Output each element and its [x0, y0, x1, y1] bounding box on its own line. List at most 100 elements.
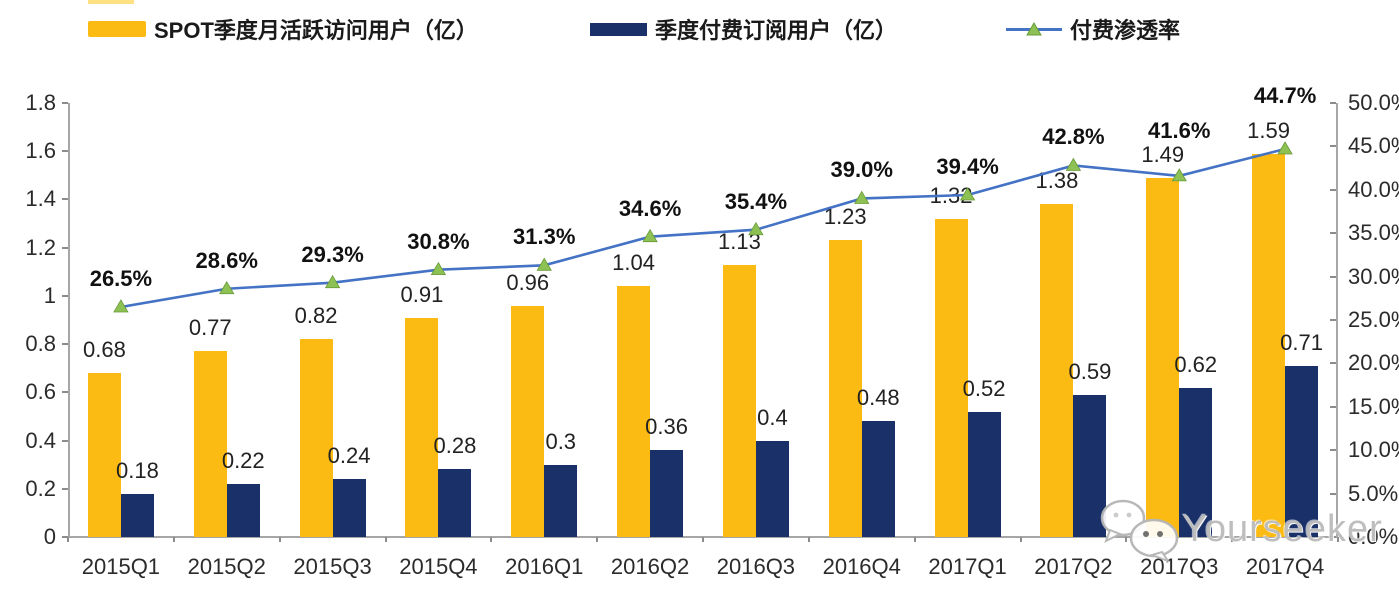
right-axis-tick — [1330, 145, 1336, 148]
left-axis-tick — [62, 246, 68, 249]
bar-mau — [405, 317, 439, 537]
x-axis-category-label: 2017Q3 — [1140, 554, 1219, 579]
left-axis-tick-label: 0.6 — [25, 379, 56, 405]
penetration-value-label: 28.6% — [195, 247, 258, 273]
bar-label-subscribers: 0.22 — [221, 447, 265, 473]
watermark-text: Yourseeker — [1182, 507, 1383, 550]
left-axis-tick — [62, 343, 68, 346]
watermark: Yourseeker — [1096, 496, 1383, 562]
x-axis-category-label: 2015Q4 — [399, 554, 478, 579]
cropped-edge-artifact — [88, 0, 134, 4]
left-axis-tick-label: 1.6 — [25, 138, 56, 164]
penetration-value-label: 42.8% — [1042, 124, 1105, 150]
right-axis-tick — [1330, 275, 1336, 278]
x-axis-category-label: 2015Q1 — [81, 554, 161, 579]
left-axis-tick-label: 1 — [43, 282, 56, 308]
left-axis-tick — [62, 439, 68, 442]
bar-subscribers — [226, 483, 260, 537]
legend-label-penetration: 付费渗透率 — [1070, 18, 1181, 43]
bar-label-subscribers: 0.62 — [1174, 351, 1218, 377]
bar-subscribers — [650, 450, 684, 537]
penetration-marker-icon — [642, 228, 658, 243]
penetration-value-label: 30.8% — [407, 228, 470, 254]
legend-triangle-marker-icon — [1026, 21, 1042, 35]
bar-label-subscribers: 0.18 — [115, 457, 159, 483]
x-axis-tick — [1125, 537, 1128, 542]
x-axis-tick — [384, 537, 387, 542]
penetration-marker-icon — [219, 280, 235, 295]
right-axis-tick-label: 45.0% — [1348, 133, 1399, 159]
right-axis-tick — [1330, 188, 1336, 191]
right-axis-tick-label: 35.0% — [1348, 220, 1399, 246]
penetration-marker-icon — [113, 299, 129, 313]
right-axis-tick-label: 15.0% — [1348, 393, 1399, 419]
bar-subscribers — [861, 421, 895, 537]
bar-subscribers — [1179, 387, 1213, 537]
left-axis-tick — [62, 198, 68, 201]
bar-label-mau: 1.38 — [1035, 168, 1079, 194]
bar-label-mau: 0.91 — [400, 281, 444, 307]
right-axis-tick — [1330, 492, 1336, 495]
right-axis-tick — [1330, 232, 1336, 235]
right-axis-tick-label: 10.0% — [1348, 437, 1399, 463]
left-axis-tick-label: 0 — [43, 524, 56, 549]
penetration-marker-icon — [854, 190, 870, 204]
bar-label-mau: 1.23 — [823, 204, 867, 230]
penetration-value-label: 29.3% — [301, 241, 364, 267]
legend-item-penetration: 付费渗透率 — [1006, 13, 1180, 45]
legend-item-mau: SPOT季度月活跃访问用户（亿） — [88, 13, 478, 45]
legend-line-sample — [1006, 21, 1062, 35]
left-axis-tick-label: 1.2 — [25, 234, 56, 260]
bar-label-subscribers: 0.36 — [645, 414, 688, 440]
left-axis-tick-label: 1.8 — [25, 90, 56, 115]
x-axis-category-label: 2016Q3 — [716, 554, 796, 579]
bar-mau — [87, 373, 121, 537]
bar-label-mau: 1.59 — [1247, 117, 1290, 143]
bar-subscribers — [120, 493, 154, 537]
bar-label-subscribers: 0.71 — [1280, 329, 1323, 355]
x-axis-category-label: 2016Q1 — [505, 554, 584, 579]
right-axis-tick-label: 25.0% — [1348, 307, 1399, 332]
bar-label-subscribers: 0.3 — [545, 428, 577, 454]
x-axis-tick — [913, 537, 916, 542]
x-axis-category-label: 2015Q3 — [293, 554, 372, 579]
penetration-marker-icon — [324, 274, 341, 289]
bar-label-subscribers: 0.28 — [433, 433, 477, 459]
penetration-marker-icon — [1277, 141, 1293, 155]
penetration-value-label: 31.3% — [513, 224, 576, 250]
legend-label-mau: SPOT季度月活跃访问用户（亿） — [154, 18, 478, 43]
left-axis-tick — [62, 391, 68, 394]
penetration-value-label: 39.0% — [830, 157, 893, 183]
bar-label-mau: 1.32 — [929, 182, 973, 208]
bar-mau — [511, 305, 545, 537]
x-axis-category-label: 2017Q4 — [1245, 554, 1325, 579]
left-axis-line — [68, 103, 70, 537]
legend-item-subscribers: 季度付费订阅用户（亿） — [590, 13, 897, 45]
bar-label-subscribers: 0.48 — [856, 385, 900, 411]
right-axis-line — [1336, 103, 1338, 537]
bar-label-mau: 0.96 — [506, 269, 550, 295]
x-axis-tick — [1337, 537, 1339, 542]
right-axis-tick-label: 20.0% — [1348, 350, 1399, 376]
bar-label-subscribers: 0.4 — [757, 404, 788, 430]
bar-subscribers — [755, 440, 789, 537]
bar-label-mau: 1.49 — [1141, 141, 1185, 167]
bar-label-mau: 0.77 — [188, 315, 232, 341]
penetration-marker-icon — [430, 261, 447, 276]
x-axis-tick — [172, 537, 175, 542]
right-axis-tick-label: 5.0% — [1348, 480, 1399, 506]
penetration-value-label: 26.5% — [89, 265, 153, 291]
bar-mau — [299, 339, 333, 537]
bar-label-subscribers: 0.59 — [1068, 358, 1112, 384]
right-axis-tick-label: 30.0% — [1348, 263, 1399, 289]
x-axis-category-label: 2016Q4 — [822, 554, 901, 579]
x-axis-tick — [702, 537, 704, 542]
right-axis-tick-label: 50.0% — [1348, 90, 1399, 115]
left-axis-tick — [62, 536, 68, 538]
wechat-icon — [1100, 499, 1179, 562]
left-axis-tick-label: 1.4 — [25, 186, 56, 212]
right-axis-tick — [1330, 362, 1336, 365]
right-axis-tick — [1330, 405, 1336, 408]
legend-label-subscribers: 季度付费订阅用户（亿） — [655, 18, 898, 43]
